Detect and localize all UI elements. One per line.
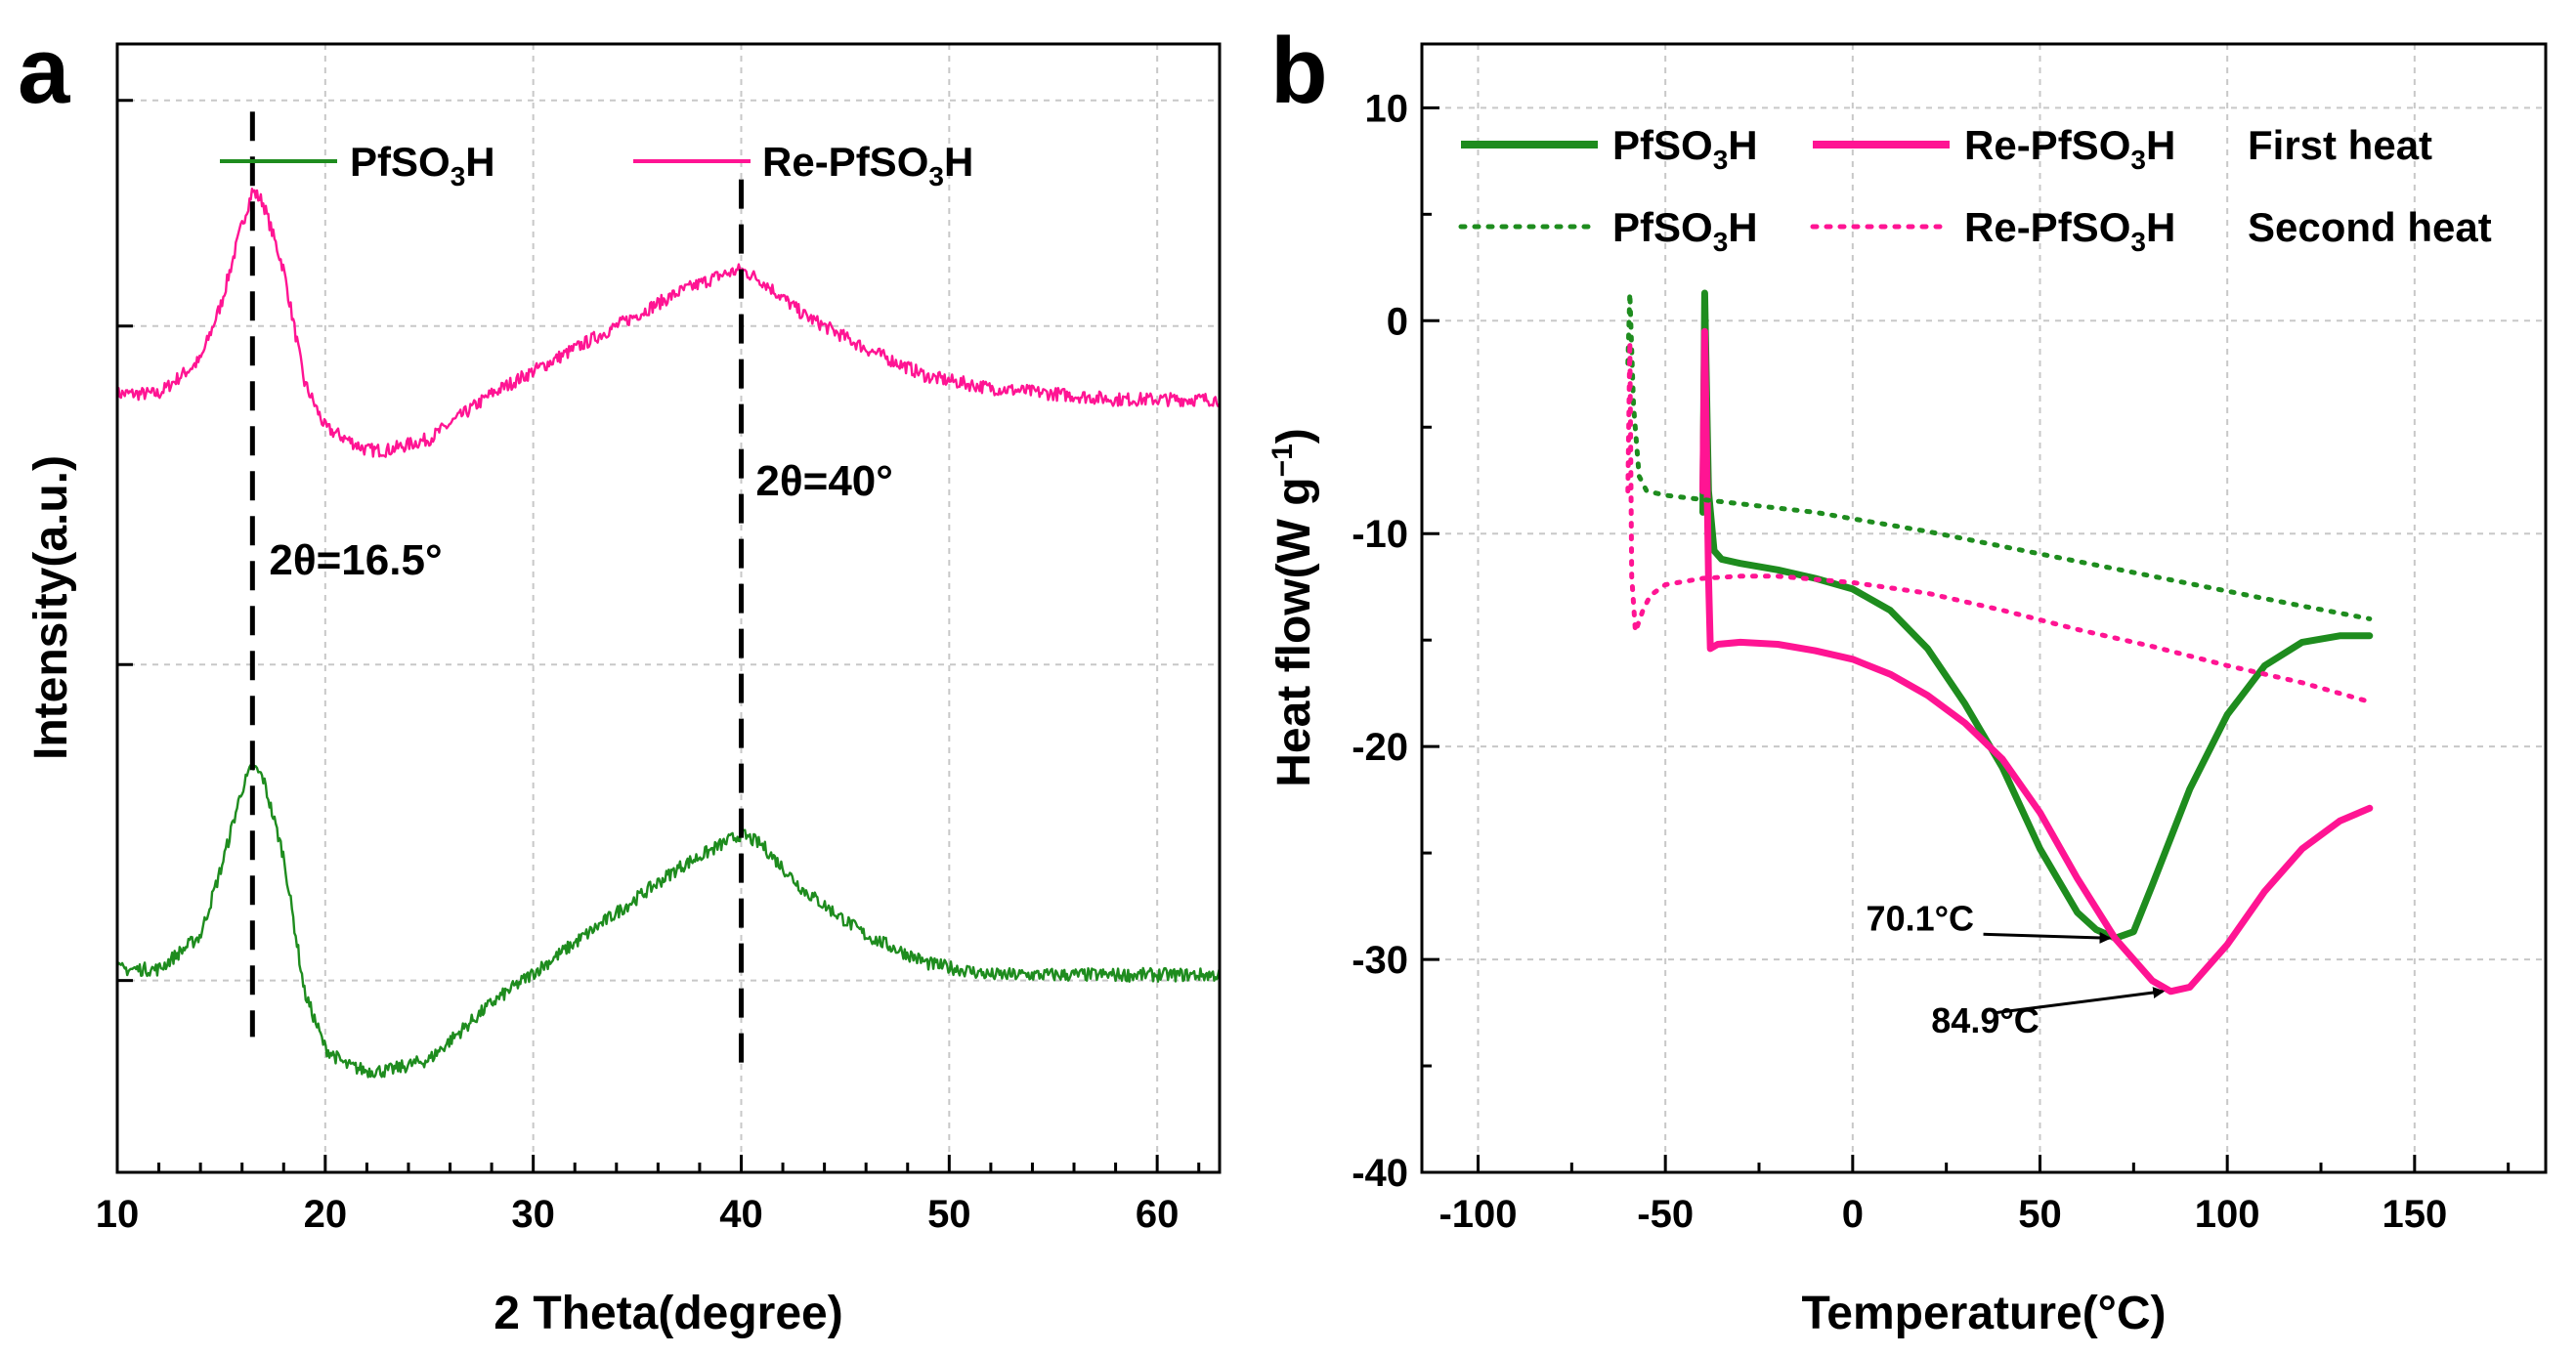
x-tick-label: 10	[96, 1193, 140, 1236]
dsc-line-0	[1699, 289, 2374, 942]
x-tick-label: 20	[304, 1193, 348, 1236]
legend-re-pfso3h-label: Re-PfSO3H	[762, 139, 973, 191]
x-tick-label: 150	[2382, 1193, 2447, 1236]
y-tick-label: 10	[1365, 87, 1409, 130]
xrd-line-1	[115, 762, 1221, 1079]
legend-pfso3h-second-label: PfSO3H	[1612, 204, 1758, 257]
arrow-84-9	[1995, 987, 2166, 1015]
panel-b-letter: b	[1270, 19, 1328, 123]
dsc-line-3	[1625, 339, 2373, 704]
panel-a-x-title: 2 Theta(degree)	[494, 1288, 842, 1339]
y-tick-label: -30	[1352, 939, 1408, 982]
legend-re-pfso3h-second-label: Re-PfSO3H	[1964, 204, 2175, 257]
peak-label-16-5: 2θ=16.5°	[269, 536, 442, 584]
panel-b-y-title: Heat flow(W g−1)	[1267, 428, 1320, 787]
x-tick-label: 40	[719, 1193, 763, 1236]
x-tick-label: -50	[1637, 1193, 1694, 1236]
panel-b-annotations: 70.1°C 84.9°C	[1867, 898, 2039, 1039]
peak-label-40: 2θ=40°	[755, 457, 893, 505]
panel-a-x-ticks: 10 20 30 40 50 60	[96, 1155, 1201, 1236]
x-tick-label: 100	[2195, 1193, 2260, 1236]
legend-pfso3h-first-label: PfSO3H	[1612, 122, 1758, 175]
x-tick-label: 0	[1842, 1193, 1864, 1236]
x-tick-label: 60	[1136, 1193, 1180, 1236]
xrd-line-0	[115, 188, 1221, 458]
legend-second-heat: Second heat	[2248, 204, 2492, 250]
dsc-line-2	[1625, 290, 2373, 621]
arrow-70-1	[1983, 931, 2112, 944]
panel-a-grid	[116, 44, 1220, 1172]
peak-label-70-1: 70.1°C	[1867, 898, 1974, 938]
panel-b-grid	[1422, 44, 2546, 1173]
y-tick-label: -20	[1352, 726, 1408, 769]
panel-b-x-title: Temperature(°C)	[1801, 1288, 2166, 1339]
panel-a: a 2θ=16.5° 2θ=40° 10 20 30 40 50 60 PfSO3H Re…	[18, 19, 1222, 1339]
panel-b-legend: PfSO3H Re-PfSO3H First heat PfSO3H Re-Pf…	[1458, 122, 2492, 257]
panel-a-series	[115, 111, 1221, 1079]
x-tick-label: -100	[1438, 1193, 1517, 1236]
panel-a-y-title: Intensity(a.u.)	[25, 455, 77, 760]
legend-re-pfso3h-first-label: Re-PfSO3H	[1964, 122, 2175, 175]
panel-a-frame	[115, 42, 1222, 1174]
panel-b-frame	[1420, 42, 2548, 1174]
panel-a-legend: PfSO3H Re-PfSO3H	[220, 139, 973, 191]
legend-first-heat: First heat	[2248, 122, 2432, 168]
panel-a-y-ticks	[117, 99, 133, 983]
x-tick-label: 30	[511, 1193, 555, 1236]
panel-a-annotations: 2θ=16.5° 2θ=40°	[269, 457, 893, 584]
peak-label-84-9: 84.9°C	[1931, 1000, 2039, 1040]
panel-b: b 70.1°C 84.9°C -100 -50 0 50 100 150-40-30-2…	[1267, 19, 2548, 1339]
dsc-line-1	[1699, 327, 2374, 996]
y-tick-label: -40	[1352, 1152, 1408, 1195]
panel-a-letter: a	[18, 19, 70, 123]
y-tick-label: -10	[1352, 513, 1408, 556]
x-tick-label: 50	[2018, 1193, 2062, 1236]
x-tick-label: 50	[927, 1193, 971, 1236]
legend-pfso3h-label: PfSO3H	[350, 139, 495, 191]
panel-b-series	[1625, 289, 2374, 1015]
y-tick-label: 0	[1387, 300, 1408, 343]
